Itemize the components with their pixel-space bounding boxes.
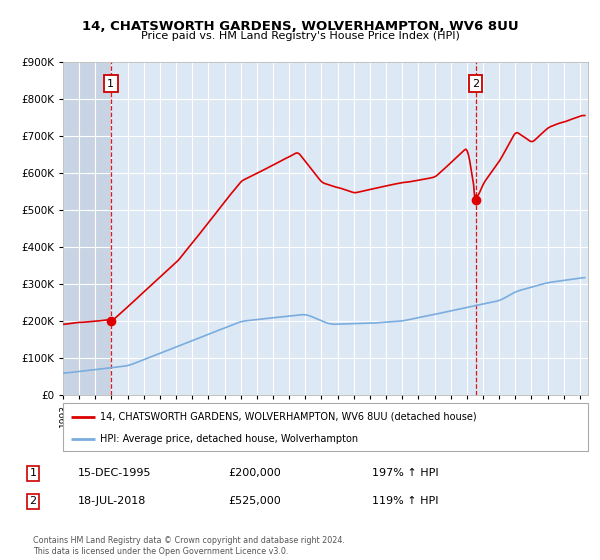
- Text: 14, CHATSWORTH GARDENS, WOLVERHAMPTON, WV6 8UU (detached house): 14, CHATSWORTH GARDENS, WOLVERHAMPTON, W…: [100, 412, 476, 422]
- Text: £200,000: £200,000: [228, 468, 281, 478]
- Text: £525,000: £525,000: [228, 496, 281, 506]
- Text: HPI: Average price, detached house, Wolverhampton: HPI: Average price, detached house, Wolv…: [100, 434, 358, 444]
- Text: 2: 2: [472, 79, 479, 89]
- Text: 119% ↑ HPI: 119% ↑ HPI: [372, 496, 439, 506]
- FancyBboxPatch shape: [63, 403, 588, 451]
- Text: 2: 2: [29, 496, 37, 506]
- Text: 1: 1: [107, 79, 115, 89]
- Text: 1: 1: [29, 468, 37, 478]
- Text: 15-DEC-1995: 15-DEC-1995: [78, 468, 151, 478]
- Text: 14, CHATSWORTH GARDENS, WOLVERHAMPTON, WV6 8UU: 14, CHATSWORTH GARDENS, WOLVERHAMPTON, W…: [82, 20, 518, 32]
- Text: 197% ↑ HPI: 197% ↑ HPI: [372, 468, 439, 478]
- Text: Price paid vs. HM Land Registry's House Price Index (HPI): Price paid vs. HM Land Registry's House …: [140, 31, 460, 41]
- Text: 18-JUL-2018: 18-JUL-2018: [78, 496, 146, 506]
- Bar: [63, 62, 111, 395]
- Text: Contains HM Land Registry data © Crown copyright and database right 2024.
This d: Contains HM Land Registry data © Crown c…: [33, 536, 345, 556]
